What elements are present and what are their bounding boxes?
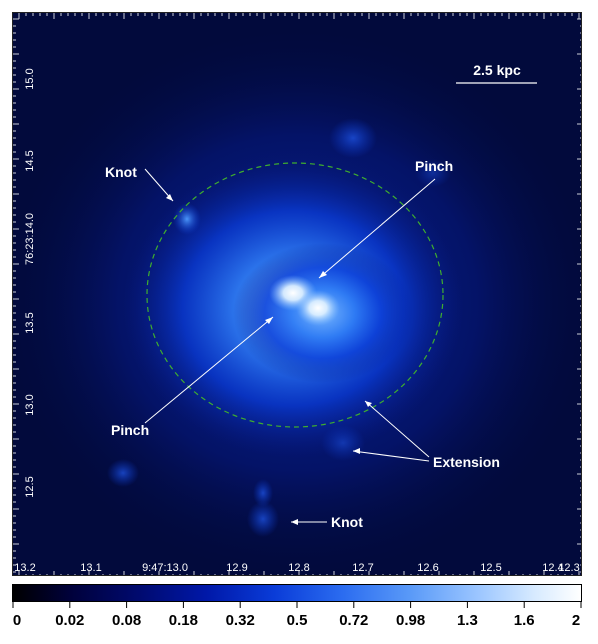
extension-label: Extension — [433, 454, 500, 470]
x-tick-label: 13.2 — [14, 562, 35, 574]
knot-upper-label: Knot — [105, 164, 137, 180]
colorbar-label: 0.98 — [395, 612, 426, 629]
x-tick-label: 12.6 — [417, 562, 438, 574]
upper-knot-blob — [173, 203, 201, 235]
colorbar-label: 2 — [571, 612, 581, 629]
colorbar-label: 1.3 — [456, 612, 478, 629]
x-tick-label: 12.5 — [480, 562, 501, 574]
y-tick-label: 12.5 — [24, 476, 36, 497]
lower-knot-blob — [247, 501, 279, 537]
y-tick-label: 13.5 — [24, 312, 36, 333]
y-tick-label: 13.0 — [24, 394, 36, 415]
sky-image: 2.5 kpc Knot Pinch Pinch Extension Knot … — [13, 13, 581, 575]
colorbar-ticks — [12, 602, 582, 608]
pinch-upper-label: Pinch — [415, 158, 453, 174]
x-tick-label: 9:47:13.0 — [142, 562, 188, 574]
pinch-lower-label: Pinch — [111, 422, 149, 438]
image-frame: 2.5 kpc Knot Pinch Pinch Extension Knot … — [12, 12, 582, 576]
colorbar-label: 0.72 — [339, 612, 369, 629]
knot-lower-label: Knot — [331, 514, 363, 530]
x-tick-label: 12.9 — [226, 562, 247, 574]
y-tick-label: 14.5 — [24, 150, 36, 171]
x-tick-label: 12.8 — [288, 562, 309, 574]
lower-core-blob — [296, 290, 340, 326]
colorbar-label: 0.5 — [286, 612, 308, 629]
y-tick-label: 76:23:14.0 — [24, 213, 36, 265]
colorbar-label: 0.32 — [225, 612, 255, 629]
colorbar-label: 0 — [12, 612, 22, 629]
colorbar-label: 0.18 — [168, 612, 198, 629]
aperture-ellipse — [146, 162, 444, 428]
y-tick-label: 15.0 — [24, 68, 36, 89]
x-tick-label: 12.7 — [352, 562, 373, 574]
pinch-upper-arrow — [318, 178, 436, 279]
y-axis-ticks: 15.0 14.5 76:23:14.0 13.5 13.0 12.5 — [24, 68, 36, 497]
x-axis-ticks: 13.2 13.1 9:47:13.0 12.9 12.8 12.7 12.6 12.5 12.… — [14, 562, 579, 574]
scale-bar-label: 2.5 kpc — [473, 62, 521, 78]
x-tick-label: 13.1 — [80, 562, 101, 574]
colorbar-label: 0.02 — [55, 612, 85, 629]
colorbar-label: 1.6 — [513, 612, 535, 629]
x-tick-label: 12.3 — [558, 562, 579, 574]
colorbar — [12, 584, 582, 602]
extension-arrow-1 — [364, 400, 430, 458]
extension-arrow-2 — [352, 450, 430, 462]
x-tick-label: 12.4 — [542, 562, 563, 574]
pinch-lower-arrow — [144, 316, 274, 424]
colorbar-label: 0.08 — [111, 612, 142, 629]
